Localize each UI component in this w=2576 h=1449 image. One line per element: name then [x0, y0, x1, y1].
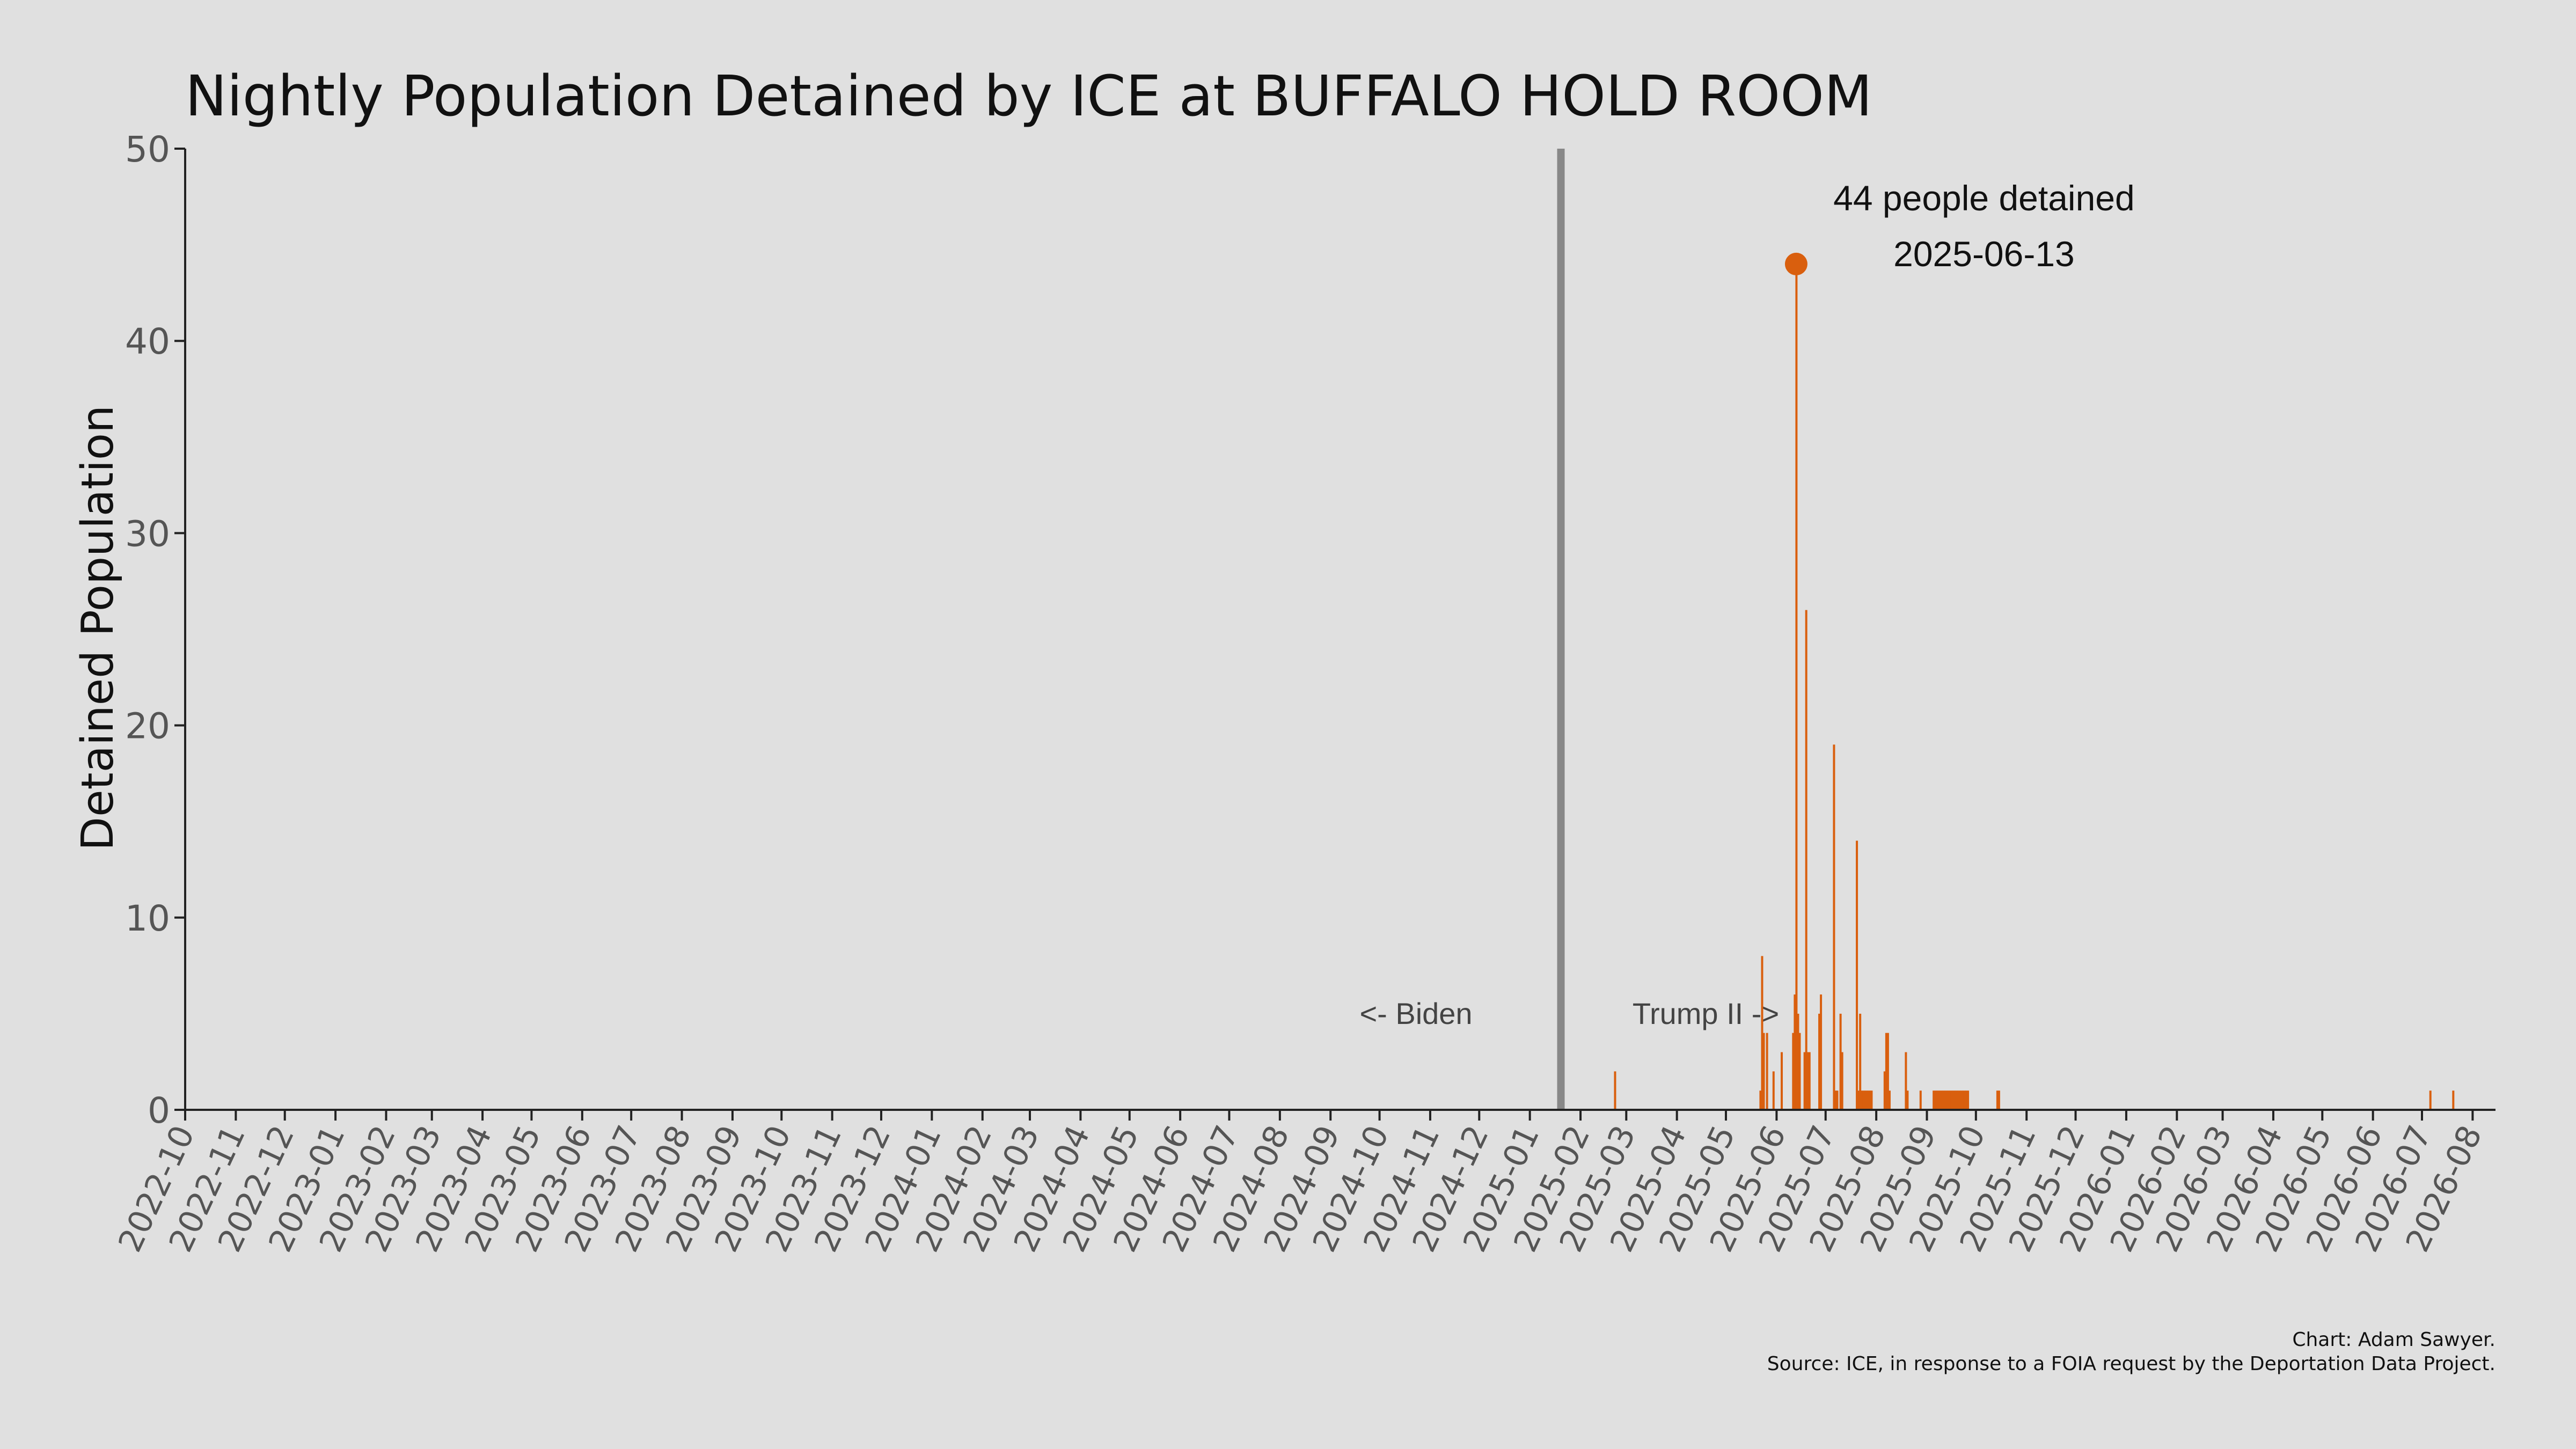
bars — [1614, 264, 2455, 1110]
bar — [1781, 1052, 1783, 1110]
bar — [1864, 1091, 1867, 1110]
bar — [1759, 1091, 1762, 1110]
bar — [1936, 1091, 1938, 1110]
bar — [1937, 1091, 1940, 1110]
bar — [1859, 1013, 1862, 1110]
bar — [1839, 1013, 1842, 1110]
bar — [2429, 1091, 2432, 1110]
bar — [1965, 1091, 1968, 1110]
bar — [1886, 1033, 1889, 1110]
era-label-trump: Trump II -> — [1633, 997, 1779, 1030]
chart-title: Nightly Population Detained by ICE at BU… — [185, 63, 1872, 129]
peak-annotation-count: 44 people detained — [1833, 178, 2135, 218]
bar — [1861, 1091, 1863, 1110]
bar — [1919, 1091, 1922, 1110]
y-tick-label: 40 — [125, 321, 170, 362]
bar — [1862, 1091, 1865, 1110]
bar — [1856, 840, 1858, 1110]
bar — [1870, 1091, 1873, 1110]
bar — [1867, 1091, 1870, 1110]
bar — [1955, 1091, 1958, 1110]
peak-annotation-date: 2025-06-13 — [1893, 234, 2075, 274]
bar — [1761, 956, 1763, 1110]
bar — [1997, 1091, 2000, 1110]
bar — [1798, 1033, 1801, 1110]
bar — [1947, 1091, 1950, 1110]
bar — [1905, 1052, 1907, 1110]
bar — [1833, 744, 1835, 1110]
y-tick-label: 0 — [148, 1090, 170, 1131]
bar — [1795, 264, 1798, 1110]
era-label-biden: <- Biden — [1359, 997, 1472, 1030]
bar — [1942, 1091, 1945, 1110]
bar — [1803, 1052, 1806, 1110]
credit-source: Source: ICE, in response to a FOIA reque… — [1767, 1353, 2496, 1375]
bar — [1996, 1091, 1999, 1110]
credit-author: Chart: Adam Sawyer. — [2292, 1329, 2496, 1351]
bar — [1820, 994, 1823, 1110]
bar — [1857, 1091, 1860, 1110]
bar — [1949, 1091, 1951, 1110]
bar — [1945, 1091, 1948, 1110]
bar — [1766, 1033, 1768, 1110]
y-axis-label: Detained Population — [72, 405, 123, 851]
bar — [1933, 1091, 1935, 1110]
bar — [1772, 1071, 1775, 1110]
peak-marker — [1784, 252, 1807, 275]
bar — [1808, 1052, 1811, 1110]
y-tick-label: 20 — [125, 706, 170, 747]
x-axis: 2022-102022-112022-122023-012023-022023-… — [111, 1110, 2490, 1258]
bar — [1906, 1091, 1909, 1110]
bar — [1934, 1091, 1937, 1110]
bar — [1841, 1052, 1843, 1110]
bar — [1958, 1091, 1961, 1110]
bar — [1794, 994, 1796, 1110]
bar — [1939, 1091, 1942, 1110]
bar — [1883, 1071, 1886, 1110]
bar — [1762, 1033, 1765, 1110]
bar — [1805, 610, 1807, 1110]
bar — [1869, 1091, 1871, 1110]
bar — [1885, 1033, 1887, 1110]
bar — [1967, 1091, 1970, 1110]
y-tick-label: 10 — [125, 898, 170, 939]
bar — [1836, 1091, 1839, 1110]
bar — [1960, 1091, 1963, 1110]
y-tick-label: 50 — [125, 129, 170, 170]
bar — [1614, 1071, 1616, 1110]
bar — [1963, 1091, 1966, 1110]
bar — [1962, 1091, 1964, 1110]
bar — [1950, 1091, 1953, 1110]
bar — [1944, 1091, 1946, 1110]
bar — [1792, 1033, 1795, 1110]
bar — [1888, 1091, 1891, 1110]
bar — [1941, 1091, 1943, 1110]
bar — [1865, 1091, 1868, 1110]
bar — [1797, 1013, 1799, 1110]
bar — [1806, 1052, 1809, 1110]
bar — [1818, 1013, 1821, 1110]
bar — [1953, 1091, 1956, 1110]
y-axis: 0 10 20 30 40 50 — [125, 129, 185, 1131]
bar — [1957, 1091, 1959, 1110]
y-tick-label: 30 — [125, 513, 170, 554]
bar — [1952, 1091, 1955, 1110]
bar — [1834, 1091, 1837, 1110]
bar — [2452, 1091, 2455, 1110]
